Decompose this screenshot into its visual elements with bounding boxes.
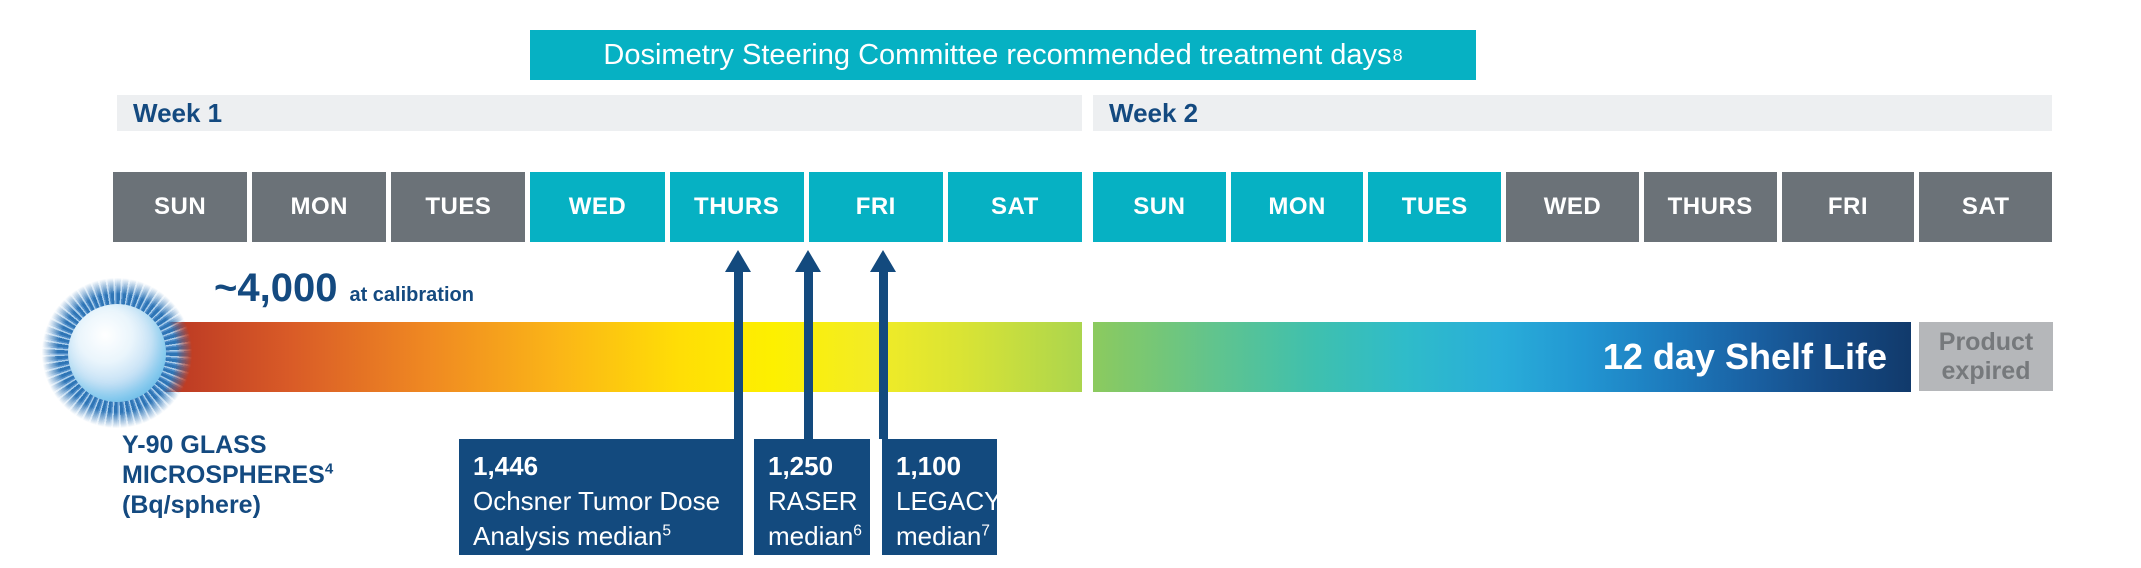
- glass-microsphere-icon: [68, 304, 166, 402]
- day-cell-week2-sat: SAT: [1919, 172, 2053, 242]
- arrow-to-week1-fri: [870, 250, 896, 439]
- annotation-footnote-marker: 7: [981, 522, 990, 540]
- annotation-line2: RASER: [768, 486, 858, 516]
- arrow-head-icon: [725, 250, 751, 272]
- calibration-value: ~4,000: [214, 266, 338, 310]
- banner-text: Dosimetry Steering Committee recommended…: [603, 38, 1392, 71]
- shelf-life-gradient-week1: [117, 322, 1082, 392]
- shelf-life-label: 12 day Shelf Life: [1602, 336, 1887, 377]
- annotation-value: 1,250: [768, 451, 834, 481]
- annotation-line2: Ochsner Tumor Dose: [473, 486, 721, 516]
- annotation-value: 1,446: [473, 451, 539, 481]
- day-cell-week2-fri: FRI: [1781, 172, 1915, 242]
- recommended-days-banner: Dosimetry Steering Committee recommended…: [530, 30, 1476, 80]
- annotation-box-raser: 1,250 RASER median6: [754, 439, 870, 555]
- shelf-life-gradient-week2: 12 day Shelf Life: [1093, 322, 1911, 392]
- arrow-to-week1-thurs: [725, 250, 751, 439]
- arrow-head-icon: [870, 250, 896, 272]
- arrow-shaft: [803, 272, 813, 439]
- week2-day-row: SUN MON TUES WED THURS FRI SAT: [1093, 172, 2053, 242]
- day-cell-week1-fri: FRI: [808, 172, 943, 242]
- arrow-shaft: [878, 272, 888, 439]
- annotation-footnote-marker: 5: [662, 522, 671, 540]
- day-cell-week1-sat: SAT: [947, 172, 1082, 242]
- arrow-to-week1-thurs-fri: [795, 250, 821, 439]
- annotation-line3: median7: [896, 521, 990, 551]
- y-axis-label: Y-90 GLASS MICROSPHERES4 (Bq/sphere): [122, 430, 333, 520]
- product-expired-box: Product expired: [1919, 322, 2053, 391]
- day-cell-week2-mon: MON: [1230, 172, 1364, 242]
- week1-day-row: SUN MON TUES WED THURS FRI SAT: [113, 172, 1082, 242]
- product-expired-line1: Product: [1938, 327, 2034, 356]
- week2-label: Week 2: [1109, 97, 1199, 128]
- arrow-head-icon: [795, 250, 821, 272]
- annotation-value: 1,100: [896, 451, 962, 481]
- annotation-box-ochsner: 1,446 Ochsner Tumor Dose Analysis median…: [459, 439, 743, 555]
- annotation-footnote-marker: 6: [853, 522, 862, 540]
- day-cell-week2-sun: SUN: [1093, 172, 1226, 242]
- arrow-shaft: [733, 272, 743, 439]
- day-cell-week2-wed: WED: [1506, 172, 1639, 242]
- annotation-line2: LEGACY: [896, 486, 1002, 516]
- calibration-annotation: ~4,000 at calibration: [214, 266, 474, 311]
- day-cell-week1-sun: SUN: [113, 172, 248, 242]
- y-axis-line3: (Bq/sphere): [122, 491, 261, 519]
- annotation-box-legacy: 1,100 LEGACY median7: [882, 439, 1002, 555]
- day-cell-week1-thurs: THURS: [669, 172, 804, 242]
- day-cell-week1-wed: WED: [530, 172, 665, 242]
- day-cell-week2-thurs: THURS: [1643, 172, 1777, 242]
- day-cell-week1-mon: MON: [252, 172, 387, 242]
- calibration-label: at calibration: [349, 284, 474, 306]
- week1-label: Week 1: [133, 97, 223, 128]
- week1-header-bar: Week 1: [117, 95, 1082, 131]
- y-axis-line1: Y-90 GLASS: [122, 431, 267, 459]
- product-expired-line2: expired: [1941, 356, 2031, 385]
- day-cell-week2-tues: TUES: [1368, 172, 1502, 242]
- annotation-line3: median6: [768, 521, 862, 551]
- annotation-line3: Analysis median5: [473, 521, 671, 551]
- y-axis-footnote-marker: 4: [324, 460, 334, 478]
- week2-header-bar: Week 2: [1093, 95, 2052, 131]
- y-axis-line2: MICROSPHERES4: [122, 460, 334, 489]
- day-cell-week1-tues: TUES: [391, 172, 526, 242]
